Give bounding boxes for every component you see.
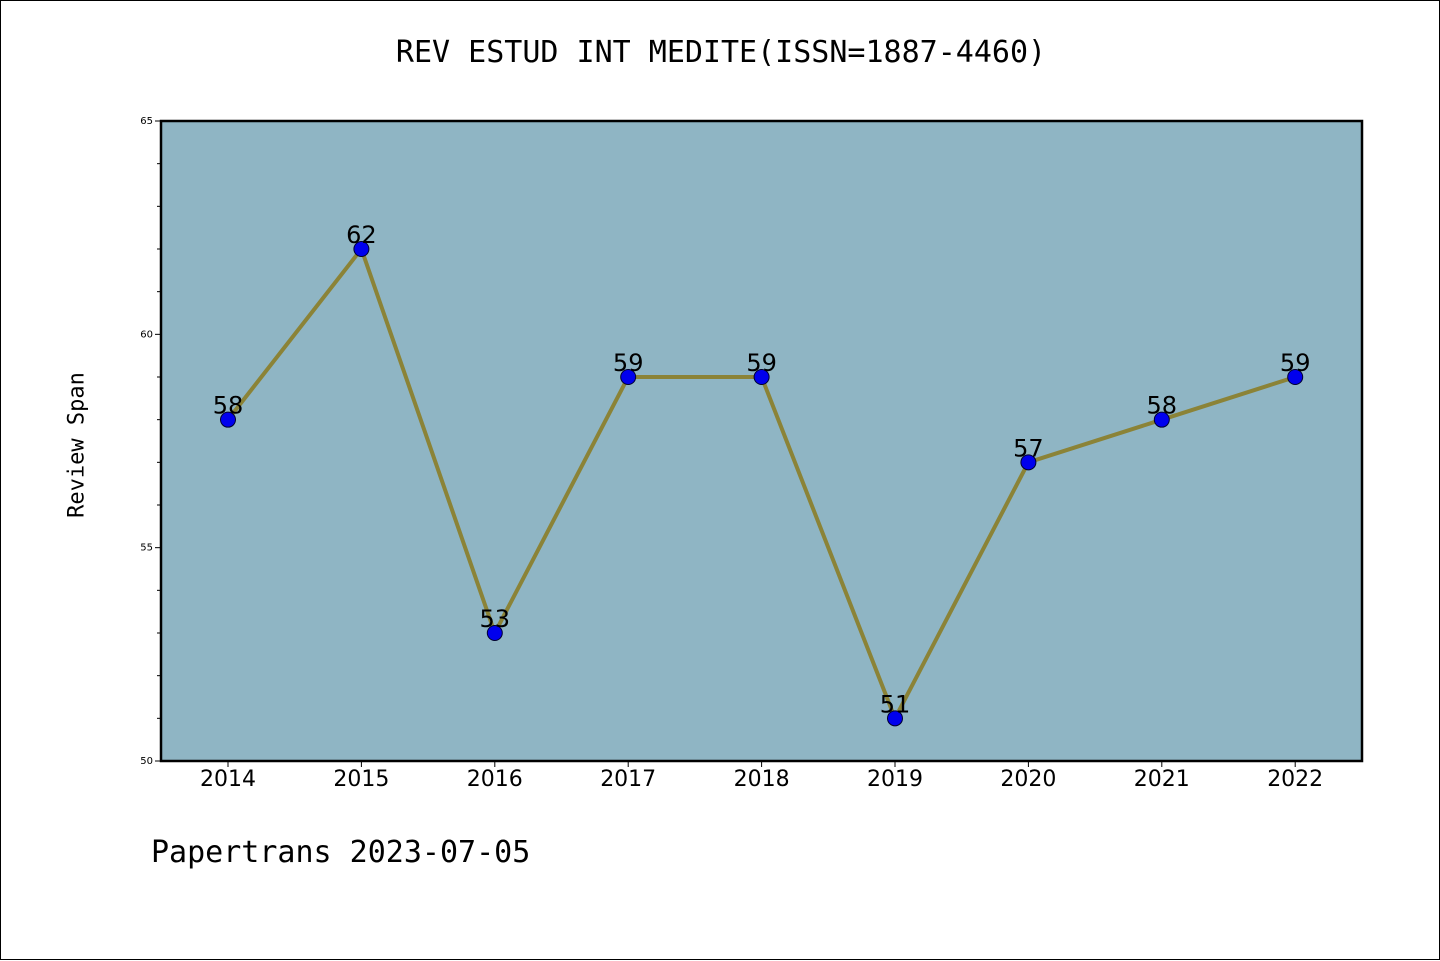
data-label: 58 <box>1147 392 1178 420</box>
plot-area <box>161 121 1362 761</box>
y-tick-label: 60 <box>140 329 153 340</box>
data-point <box>753 369 770 385</box>
y-tick-label: 65 <box>140 116 153 127</box>
chart-title: REV ESTUD INT MEDITE(ISSN=1887-4460) <box>395 35 1047 70</box>
data-point <box>1020 454 1037 471</box>
data-label: 53 <box>480 605 511 633</box>
data-label: 59 <box>746 349 777 377</box>
data-point <box>620 369 637 385</box>
data-label: 59 <box>1280 349 1311 377</box>
data-label: 51 <box>880 690 911 718</box>
plot-border <box>159 119 1364 763</box>
data-point <box>220 411 236 428</box>
x-tick-label: 2021 <box>1134 767 1190 792</box>
x-tick-label: 2015 <box>333 767 389 792</box>
data-point <box>353 241 370 257</box>
data-label: 58 <box>213 392 244 420</box>
data-label: 59 <box>613 349 644 377</box>
y-tick-label: 55 <box>140 543 153 554</box>
data-label: 57 <box>1013 434 1044 462</box>
data-point <box>1287 369 1304 385</box>
footer-text: Papertrans 2023-07-05 <box>151 835 531 870</box>
x-tick-label: 2019 <box>867 767 923 792</box>
x-tick-label: 2017 <box>600 767 656 792</box>
data-point <box>1153 411 1170 428</box>
x-tick-label: 2016 <box>467 767 523 792</box>
data-point <box>887 710 903 727</box>
x-tick-label: 2014 <box>200 767 256 792</box>
x-tick-label: 2020 <box>1000 767 1056 792</box>
data-label: 62 <box>346 221 377 249</box>
y-tick-label: 50 <box>140 756 153 767</box>
x-tick-label: 2018 <box>734 767 790 792</box>
data-point <box>486 625 503 641</box>
x-tick-label: 2022 <box>1267 767 1323 792</box>
